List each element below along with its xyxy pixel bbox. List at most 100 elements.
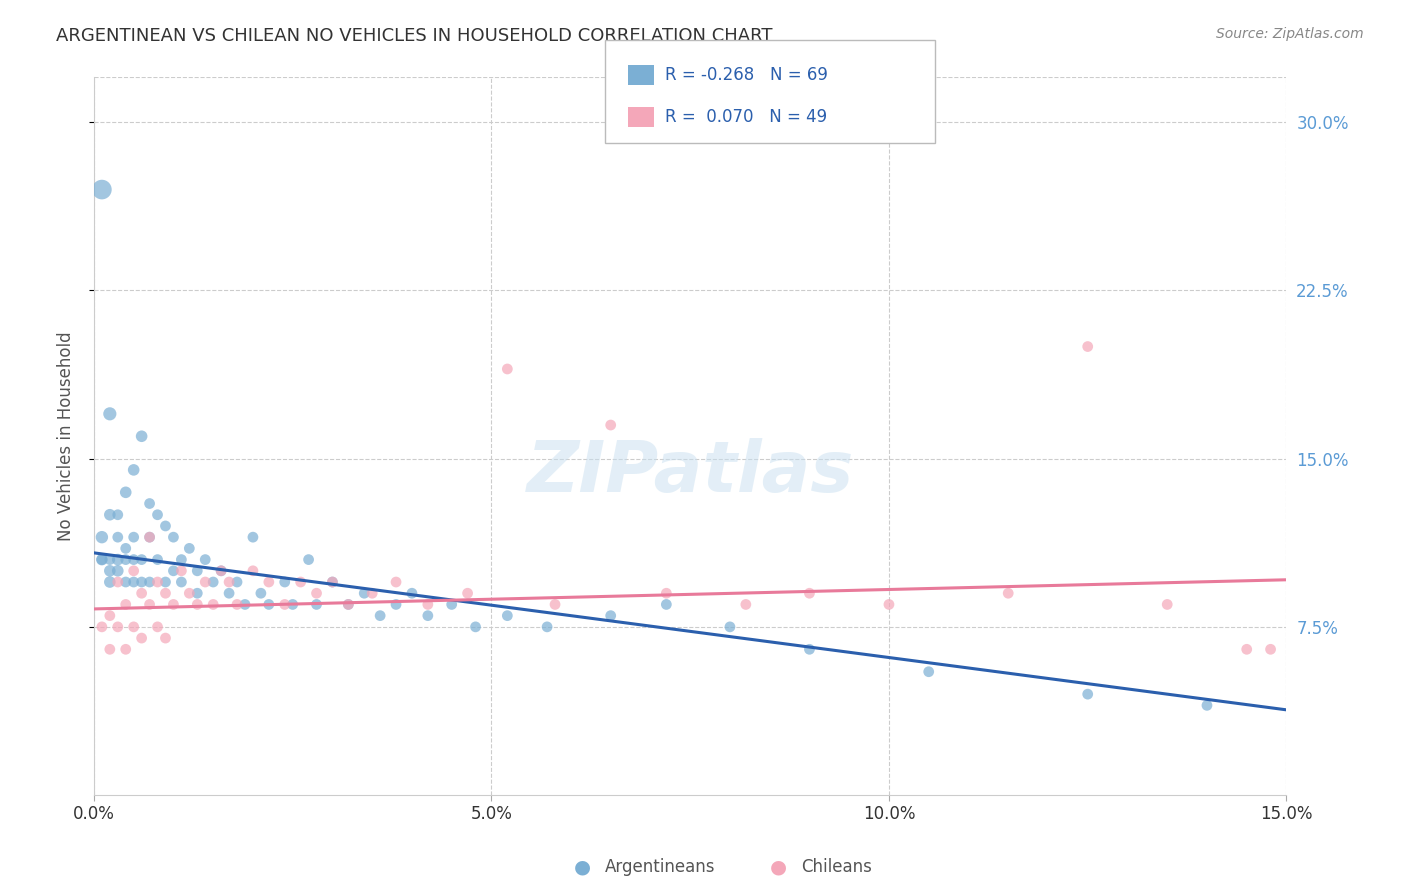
- Point: [799, 586, 821, 600]
- Point: [281, 598, 304, 612]
- Point: [250, 586, 273, 600]
- Point: [186, 598, 208, 612]
- Point: [368, 608, 391, 623]
- Point: [131, 631, 153, 645]
- Point: [718, 620, 741, 634]
- Point: [107, 574, 129, 589]
- Point: [536, 620, 558, 634]
- Point: [877, 598, 900, 612]
- Point: [194, 574, 217, 589]
- Point: [464, 620, 486, 634]
- Point: [242, 564, 264, 578]
- Text: Argentineans: Argentineans: [605, 858, 716, 876]
- Point: [496, 608, 519, 623]
- Point: [799, 642, 821, 657]
- Point: [1077, 687, 1099, 701]
- Point: [138, 496, 160, 510]
- Text: ARGENTINEAN VS CHILEAN NO VEHICLES IN HOUSEHOLD CORRELATION CHART: ARGENTINEAN VS CHILEAN NO VEHICLES IN HO…: [56, 27, 773, 45]
- Point: [98, 564, 121, 578]
- Point: [162, 530, 184, 544]
- Point: [138, 598, 160, 612]
- Point: [122, 620, 145, 634]
- Point: [155, 631, 177, 645]
- Point: [361, 586, 384, 600]
- Point: [90, 620, 112, 634]
- Point: [337, 598, 360, 612]
- Point: [90, 183, 112, 197]
- Point: [655, 598, 678, 612]
- Point: [385, 574, 408, 589]
- Point: [131, 574, 153, 589]
- Point: [1156, 598, 1178, 612]
- Point: [122, 564, 145, 578]
- Point: [1260, 642, 1282, 657]
- Point: [337, 598, 360, 612]
- Point: [297, 552, 319, 566]
- Point: [107, 620, 129, 634]
- Point: [997, 586, 1019, 600]
- Point: [114, 574, 136, 589]
- Text: ●: ●: [574, 857, 591, 877]
- Point: [209, 564, 232, 578]
- Point: [146, 552, 169, 566]
- Point: [202, 574, 225, 589]
- Point: [496, 362, 519, 376]
- Point: [122, 552, 145, 566]
- Point: [162, 598, 184, 612]
- Text: ●: ●: [770, 857, 787, 877]
- Point: [305, 586, 328, 600]
- Text: Source: ZipAtlas.com: Source: ZipAtlas.com: [1216, 27, 1364, 41]
- Point: [457, 586, 479, 600]
- Text: Chileans: Chileans: [801, 858, 872, 876]
- Point: [321, 574, 343, 589]
- Point: [179, 586, 201, 600]
- Point: [385, 598, 408, 612]
- Point: [257, 598, 280, 612]
- Point: [1077, 340, 1099, 354]
- Point: [1195, 698, 1218, 713]
- Point: [114, 552, 136, 566]
- Point: [114, 642, 136, 657]
- Text: ZIPatlas: ZIPatlas: [526, 438, 853, 507]
- Point: [734, 598, 756, 612]
- Point: [138, 574, 160, 589]
- Point: [170, 552, 193, 566]
- Point: [226, 598, 249, 612]
- Point: [226, 574, 249, 589]
- Point: [90, 552, 112, 566]
- Point: [599, 608, 621, 623]
- Point: [98, 642, 121, 657]
- Point: [98, 574, 121, 589]
- Point: [107, 552, 129, 566]
- Point: [138, 530, 160, 544]
- Point: [114, 541, 136, 556]
- Point: [209, 564, 232, 578]
- Point: [107, 530, 129, 544]
- Point: [170, 564, 193, 578]
- Point: [202, 598, 225, 612]
- Point: [274, 598, 297, 612]
- Point: [321, 574, 343, 589]
- Point: [107, 564, 129, 578]
- Point: [98, 407, 121, 421]
- Point: [599, 418, 621, 433]
- Point: [242, 530, 264, 544]
- Point: [257, 574, 280, 589]
- Y-axis label: No Vehicles in Household: No Vehicles in Household: [58, 332, 75, 541]
- Point: [218, 574, 240, 589]
- Point: [655, 586, 678, 600]
- Point: [155, 519, 177, 533]
- Point: [544, 598, 567, 612]
- Point: [194, 552, 217, 566]
- Point: [233, 598, 256, 612]
- Point: [122, 463, 145, 477]
- Point: [305, 598, 328, 612]
- Point: [416, 598, 439, 612]
- Point: [186, 586, 208, 600]
- Point: [107, 508, 129, 522]
- Point: [114, 598, 136, 612]
- Point: [353, 586, 375, 600]
- Point: [162, 564, 184, 578]
- Point: [98, 552, 121, 566]
- Point: [146, 620, 169, 634]
